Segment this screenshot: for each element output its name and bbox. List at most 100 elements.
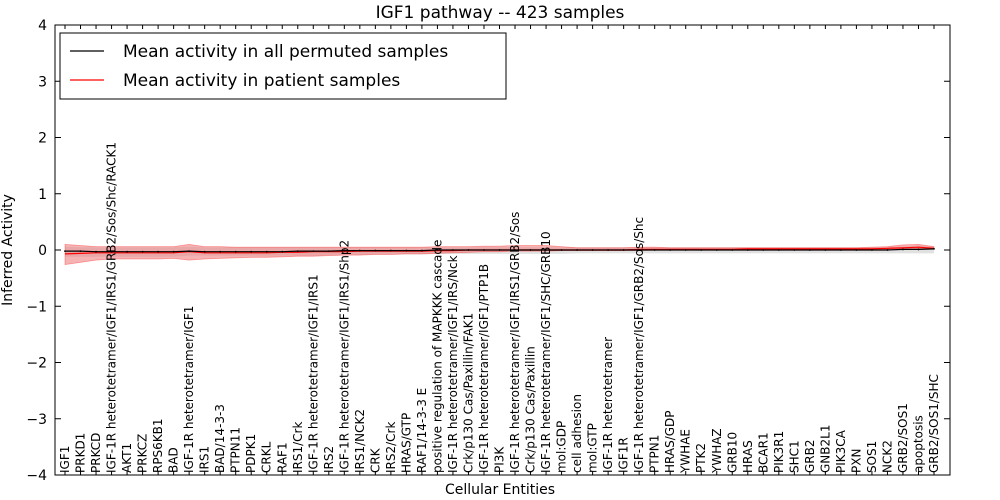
permuted-point [871,249,873,251]
permuted-point [483,249,485,251]
confidence-bands [64,243,935,266]
legend: Mean activity in all permuted samples Me… [59,32,507,100]
y-tick-label: −2 [26,356,47,372]
category-label: PI3K [493,446,507,473]
permuted-point [529,249,532,251]
permuted-point [731,249,734,251]
y-tick-label: 1 [38,187,47,203]
category-label: mol:GDP [555,421,569,473]
category-label: apoptosis [911,415,925,473]
category-label: CRK [368,447,382,473]
category-label: IGF-1R heterotetramer/IGF1/IRS1/GRB2/Sos… [105,142,119,473]
category-label: PTPN1 [648,435,662,473]
category-label: NCK2 [880,440,894,473]
permuted-point [933,247,935,250]
permuted-point [669,249,672,251]
category-label: PIK3R1 [772,431,786,473]
permuted-point [684,249,687,251]
permuted-point [203,250,206,253]
category-labels: IGF1 PRKD1 PRKCD IGF-1R heterotetramer/IGF1… [58,142,941,474]
category-label: YWHAZ [710,428,724,474]
permuted-point [327,250,330,253]
permuted-point [808,249,811,251]
permuted-point [343,249,346,252]
category-label: GRB2/SOS1 [896,403,910,473]
permuted-point [188,250,191,253]
permuted-point [219,250,222,253]
category-label: GRB2 [803,439,817,473]
series-lines [64,246,935,255]
category-label: IGF-1R heterotetramer [601,337,615,473]
category-label: CRKL [260,441,274,473]
category-label: GNB2L1 [818,425,832,473]
category-label: YWHAE [679,429,693,474]
category-label: IGF-1R heterotetramer/IGF1/IRS/Nck [446,255,460,473]
category-label: IRS1/NCK2 [353,409,367,473]
y-tick-label: −3 [26,412,47,428]
category-label: IGF1R [617,437,631,473]
permuted-point [374,249,377,252]
patient-band [64,243,935,266]
permuted-point [405,249,408,252]
permuted-point [265,250,268,253]
permuted-point [141,250,144,253]
category-label: AKT1 [120,443,134,473]
y-tick-label: 3 [38,74,47,90]
permuted-point [700,249,703,251]
permuted-point [498,249,501,251]
permuted-point [312,250,315,253]
y-tick-label: −1 [26,299,47,315]
permuted-point [638,249,641,251]
category-label: mol:GTP [586,423,600,473]
category-label: RAF1/14-3-3 E [415,388,429,473]
category-label: cell adhesion [570,394,584,473]
permuted-point [653,249,656,251]
category-label: BCAR1 [756,432,770,473]
permuted-point [64,250,66,253]
y-tick-label: 4 [38,18,47,34]
category-label: Crk/p130 Cas/Paxillin/FAK1 [461,313,475,473]
x-axis-label: Cellular Entities [445,482,555,498]
permuted-point [126,250,128,253]
y-axis-label: Inferred Activity [0,194,16,306]
permuted-point [839,249,842,251]
permuted-point [793,249,796,251]
permuted-point [545,249,547,251]
category-label: PRKCZ [136,434,150,473]
permuted-point [421,249,423,252]
category-label: IGF-1R heterotetramer/IGF1 [182,306,196,473]
category-label: HRAS/GDP [663,410,677,473]
category-label: IRS2/Crk [384,422,398,473]
category-label: IGF1 [58,446,72,473]
permuted-point [79,250,82,253]
x-ticks [64,25,935,475]
permuted-point [389,249,392,252]
permuted-point [281,250,284,253]
permuted-point [296,250,299,253]
y-tick-label: −4 [26,468,47,484]
category-label: Crk/p130 Cas/Paxillin [524,346,538,473]
permuted-point [358,249,361,252]
permuted-point [452,249,454,251]
chart-title: IGF1 pathway -- 423 samples [376,3,625,23]
permuted-point [622,249,625,251]
category-label: PDPK1 [244,434,258,473]
category-label: PRKD1 [74,433,88,473]
category-label: IGF-1R heterotetramer/IGF1/IRS1/Shp2 [337,240,351,473]
category-label: PRKCD [89,433,103,473]
permuted-point [514,249,516,251]
category-label: IRS2 [322,446,336,473]
permuted-point [591,249,594,251]
y-tick-label: 2 [38,131,47,147]
category-label: SOS1 [865,441,879,473]
legend-label-permuted: Mean activity in all permuted samples [123,42,448,62]
y-tick-label: 0 [38,243,47,259]
permuted-point [95,250,97,253]
category-label: SHC1 [787,440,801,473]
permuted-point [886,249,889,251]
permuted-point [436,249,439,251]
permuted-point [715,249,718,251]
legend-label-patient: Mean activity in patient samples [123,71,400,91]
plot-frame [54,24,951,476]
